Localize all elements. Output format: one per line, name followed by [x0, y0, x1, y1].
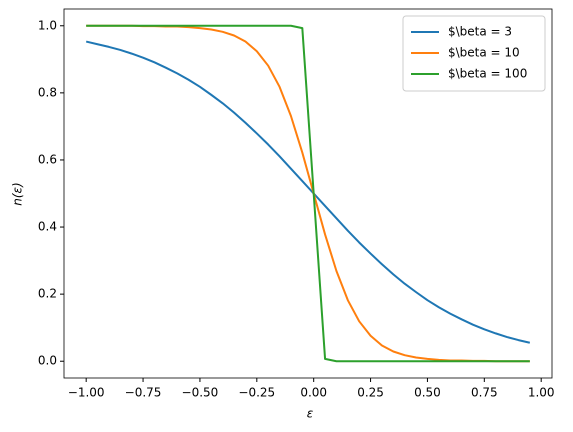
x-tick-label: −0.50: [182, 386, 219, 400]
y-tick-label: 1.0: [38, 18, 57, 32]
y-tick-label: 0.4: [38, 220, 57, 234]
legend-label: $\beta = 3: [448, 25, 512, 39]
x-tick-label: −0.75: [125, 386, 162, 400]
series-line: [85, 40, 531, 344]
y-axis-label: n(ε): [11, 182, 25, 205]
y-tick-label: 0.6: [38, 152, 57, 166]
x-tick-label: 0.25: [357, 386, 384, 400]
x-tick-label: −1.00: [68, 386, 105, 400]
x-tick-label: 0.75: [471, 386, 498, 400]
legend-box: [402, 15, 546, 92]
legend-label: $\beta = 100: [448, 67, 527, 81]
x-tick-label: −0.25: [238, 386, 275, 400]
x-tick-label: 1.00: [528, 386, 555, 400]
x-tick-label: 0.50: [414, 386, 441, 400]
y-tick-label: 0.2: [38, 287, 57, 301]
x-tick-label: 0.00: [300, 386, 327, 400]
y-tick-label: 0.8: [38, 85, 57, 99]
y-tick-label: 0.0: [38, 354, 57, 368]
plot-frame: [63, 8, 553, 379]
series-line: [86, 24, 530, 363]
x-axis-label: ε: [307, 407, 314, 421]
legend-label: $\beta = 10: [448, 46, 520, 60]
